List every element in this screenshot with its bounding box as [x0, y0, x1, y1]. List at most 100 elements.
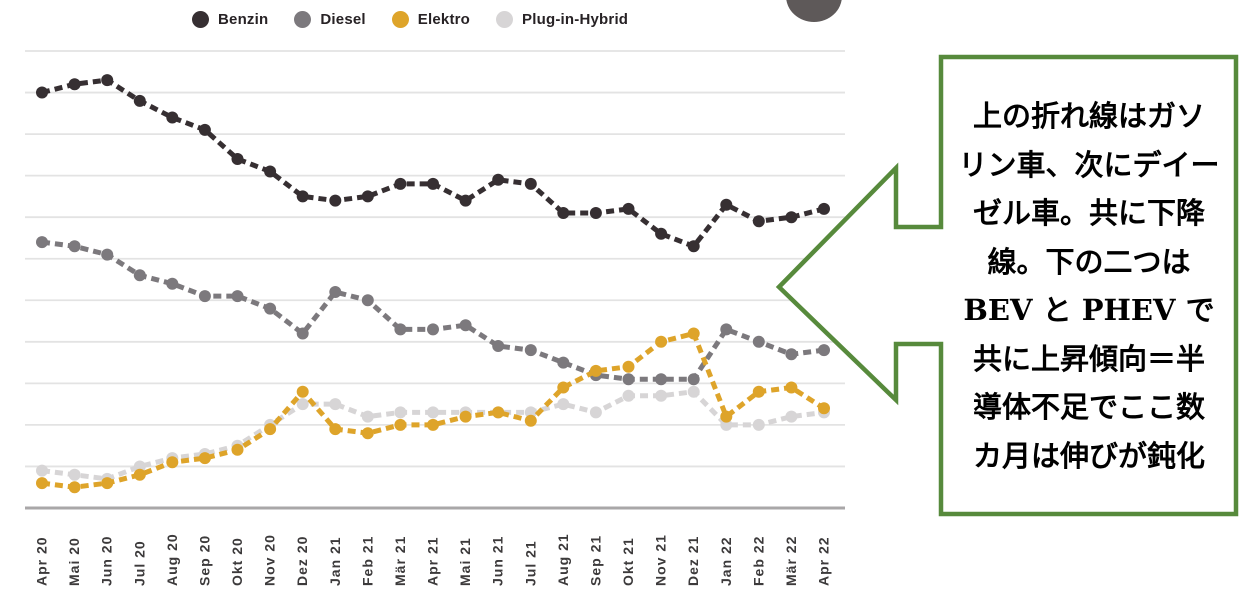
- data-point-diesel: [166, 277, 179, 290]
- data-point-elektro: [492, 406, 505, 419]
- x-tick-label: Okt 21: [620, 537, 636, 586]
- data-point-diesel: [296, 327, 309, 340]
- data-point-benzin: [198, 123, 211, 136]
- x-tick-label: Jul 20: [131, 540, 147, 586]
- x-tick-label: Sep 21: [587, 535, 603, 586]
- data-point-plug-in-hybrid: [557, 398, 570, 411]
- data-point-benzin: [492, 173, 505, 186]
- x-tick-label: Aug 20: [164, 533, 180, 586]
- data-point-benzin: [133, 94, 146, 107]
- data-point-benzin: [264, 165, 277, 178]
- data-point-diesel: [459, 319, 472, 332]
- data-point-benzin: [524, 177, 537, 190]
- data-point-diesel: [394, 323, 407, 336]
- data-point-elektro: [785, 381, 798, 394]
- data-point-benzin: [720, 198, 733, 211]
- legend-label: Benzin: [218, 10, 269, 28]
- legend-dot-icon: [294, 10, 312, 28]
- data-point-elektro: [198, 452, 211, 465]
- data-point-diesel: [524, 344, 537, 357]
- x-tick-label: Jan 21: [327, 536, 343, 586]
- data-point-elektro: [394, 418, 407, 431]
- x-tick-label: Jul 21: [522, 540, 538, 586]
- legend-item-diesel: Diesel: [294, 10, 366, 28]
- data-point-plug-in-hybrid: [655, 389, 668, 402]
- x-tick-label: Feb 21: [359, 536, 375, 586]
- data-point-benzin: [329, 194, 342, 207]
- data-point-benzin: [231, 153, 244, 165]
- data-point-benzin: [589, 207, 602, 219]
- data-point-elektro: [264, 423, 277, 436]
- series-line-diesel: [41, 239, 825, 382]
- x-tick-label: Aug 21: [555, 533, 571, 586]
- data-point-diesel: [133, 269, 146, 282]
- data-point-elektro: [361, 427, 374, 440]
- annotation-line: BEV と PHEV で: [963, 293, 1215, 327]
- x-tick-label: Nov 21: [653, 534, 669, 586]
- data-point-benzin: [818, 202, 830, 215]
- data-point-plug-in-hybrid: [394, 406, 407, 419]
- data-point-elektro: [589, 364, 602, 377]
- series-line-benzin: [41, 77, 825, 250]
- data-point-benzin: [101, 74, 114, 87]
- data-point-elektro: [101, 477, 114, 490]
- data-point-plug-in-hybrid: [687, 385, 700, 398]
- data-point-diesel: [231, 290, 244, 303]
- legend-label: Diesel: [320, 10, 366, 28]
- annotation-line: ゼル車。共に下降: [972, 196, 1205, 230]
- data-point-diesel: [818, 344, 830, 357]
- data-point-elektro: [557, 381, 570, 394]
- data-point-plug-in-hybrid: [361, 410, 374, 423]
- legend-dot-icon: [192, 10, 209, 28]
- data-point-plug-in-hybrid: [720, 418, 733, 431]
- x-tick-label: Sep 20: [196, 535, 212, 586]
- data-point-benzin: [36, 86, 48, 99]
- annotation-line: 上の折れ線はガソ: [972, 99, 1205, 133]
- data-point-diesel: [752, 335, 765, 348]
- legend-item-elektro: Elektro: [391, 10, 470, 28]
- data-point-elektro: [459, 410, 472, 423]
- data-point-elektro: [655, 335, 668, 348]
- annotation-line: リン車、次にデイー: [958, 147, 1220, 182]
- x-tick-label: Okt 20: [229, 537, 245, 586]
- data-point-diesel: [687, 373, 700, 386]
- data-point-plug-in-hybrid: [524, 406, 537, 419]
- data-point-benzin: [655, 227, 668, 240]
- annotation-text: 上の折れ線はガソ リン車、次にデイー ゼル車。共に下降 線。下の二つは BEV と PH…: [946, 92, 1232, 480]
- legend-label: Plug-in-Hybrid: [522, 10, 629, 28]
- data-point-elektro: [622, 360, 635, 373]
- data-point-plug-in-hybrid: [296, 398, 309, 411]
- annotation-line: 共に上昇傾向＝半: [972, 341, 1205, 376]
- x-tick-label: Nov 20: [262, 534, 278, 586]
- data-point-elektro: [687, 327, 700, 340]
- data-point-benzin: [622, 202, 635, 215]
- data-point-plug-in-hybrid: [427, 406, 439, 419]
- x-tick-label: Mär 22: [783, 536, 799, 586]
- x-tick-label: Jun 20: [99, 536, 115, 586]
- data-point-benzin: [68, 78, 81, 91]
- data-point-plug-in-hybrid: [68, 468, 81, 481]
- x-tick-label: Mai 21: [457, 537, 473, 586]
- data-point-benzin: [296, 190, 309, 203]
- data-point-elektro: [329, 423, 342, 436]
- legend-dot-icon: [496, 10, 514, 28]
- data-point-elektro: [36, 477, 48, 490]
- data-point-benzin: [557, 207, 570, 219]
- data-point-plug-in-hybrid: [589, 406, 602, 419]
- x-tick-label: Jan 22: [718, 536, 734, 586]
- data-point-benzin: [361, 190, 374, 203]
- x-tick-label: Apr 21: [425, 536, 441, 586]
- data-point-elektro: [524, 414, 537, 427]
- x-tick-label: Apr 20: [34, 536, 50, 586]
- data-point-plug-in-hybrid: [329, 398, 342, 411]
- data-point-diesel: [68, 240, 81, 253]
- data-point-diesel: [622, 373, 635, 386]
- data-point-benzin: [785, 211, 798, 224]
- data-point-elektro: [166, 456, 179, 469]
- data-point-benzin: [394, 177, 407, 190]
- data-point-diesel: [427, 323, 439, 336]
- data-point-elektro: [296, 385, 309, 398]
- data-point-diesel: [101, 248, 114, 261]
- legend-item-plug-in-hybrid: Plug-in-Hybrid: [496, 10, 629, 28]
